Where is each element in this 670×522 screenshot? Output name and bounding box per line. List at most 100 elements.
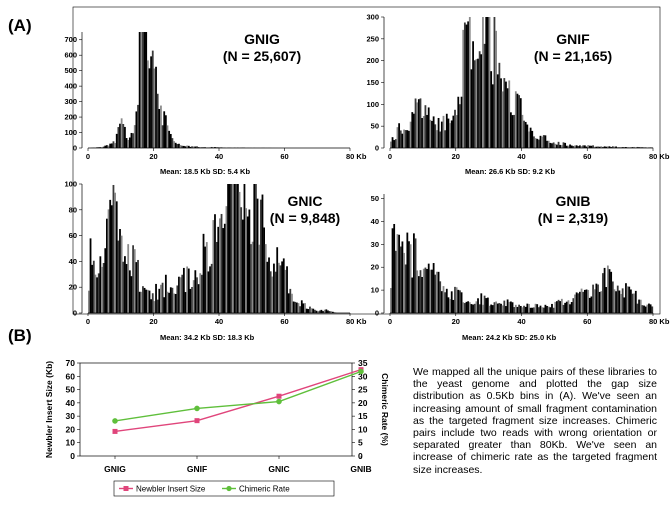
bar: [447, 297, 450, 313]
bar: [128, 137, 131, 148]
bar: [600, 291, 603, 313]
bar: [579, 291, 581, 313]
bar: [564, 302, 567, 313]
bar: [605, 287, 608, 313]
bar: [511, 302, 514, 313]
y-tick-label: 40: [69, 257, 77, 266]
bar: [101, 266, 103, 313]
bar: [552, 307, 555, 313]
y-tick-label: 20: [371, 263, 379, 272]
bar: [212, 220, 215, 313]
bar: [626, 286, 629, 313]
bar: [472, 304, 474, 313]
bar: [327, 310, 329, 313]
bar: [534, 138, 537, 148]
bar: [531, 130, 534, 148]
bar: [235, 184, 238, 313]
bar: [261, 194, 264, 313]
bar: [219, 147, 221, 148]
bar: [631, 293, 634, 313]
bar: [214, 147, 216, 148]
bar: [620, 147, 622, 148]
bar: [549, 307, 552, 313]
bar: [437, 271, 440, 313]
bar: [465, 301, 468, 313]
bar: [204, 246, 207, 313]
bar: [536, 304, 539, 313]
bar: [445, 113, 448, 148]
bar: [127, 244, 130, 313]
bar: [602, 273, 604, 313]
bar: [140, 291, 143, 313]
bar: [585, 146, 588, 148]
bar: [600, 146, 603, 148]
bar: [143, 32, 146, 148]
bar: [153, 301, 156, 313]
bar: [639, 146, 642, 148]
bar: [506, 299, 509, 313]
bar: [482, 304, 484, 313]
bar: [498, 62, 501, 148]
bar: [409, 121, 412, 148]
bar: [628, 286, 631, 313]
bar: [431, 120, 433, 148]
bar: [463, 22, 466, 148]
y-tick-label: 400: [64, 82, 77, 91]
bar: [200, 274, 203, 313]
bar: [465, 24, 468, 149]
bar: [569, 144, 571, 148]
bar: [440, 121, 443, 148]
bar: [294, 301, 297, 313]
bar: [187, 145, 190, 148]
bar: [493, 302, 496, 313]
bar: [396, 234, 399, 313]
x-tick-label: 60: [583, 152, 591, 161]
bar: [468, 17, 471, 148]
bar: [595, 283, 598, 313]
bar: [544, 304, 547, 313]
histogram-title: GNIG: [244, 31, 280, 47]
bar: [325, 309, 328, 313]
x-tick-label: 80 Kb: [346, 152, 367, 161]
x-tick-label: 40: [517, 152, 525, 161]
bar: [449, 299, 451, 313]
bar: [588, 145, 591, 148]
bar: [439, 131, 442, 148]
bar: [565, 145, 568, 148]
bar: [212, 147, 215, 148]
bar: [514, 91, 517, 148]
histogram-subtitle: (N = 9,848): [270, 210, 340, 226]
bar: [495, 301, 497, 313]
bar: [633, 293, 636, 313]
bar: [531, 307, 534, 313]
bar: [536, 138, 539, 148]
bar: [452, 115, 455, 148]
bar: [391, 137, 394, 148]
series-point: [112, 418, 118, 424]
y-tick-label: 200: [64, 113, 77, 122]
x-tick-label: 60: [280, 317, 288, 326]
y-tick-label: 0: [375, 309, 379, 318]
x-tick-label: 80 Kb: [649, 152, 670, 161]
bar: [168, 130, 171, 148]
bar: [411, 112, 414, 148]
bar: [181, 145, 184, 148]
bar: [163, 297, 166, 313]
bar: [439, 281, 442, 313]
bar: [107, 209, 110, 313]
legend: Newbler Insert Size Chimeric Rate: [113, 480, 335, 497]
y-tick-label: 40: [371, 217, 379, 226]
y-tick-label: 10: [371, 286, 379, 295]
bar: [513, 307, 516, 313]
x-tick-label: 0: [388, 152, 392, 161]
bar: [406, 130, 409, 148]
bar: [646, 304, 649, 313]
bar: [112, 141, 115, 148]
bar: [516, 93, 519, 148]
bar: [128, 270, 131, 313]
y-tick-label: 100: [64, 180, 77, 189]
right-y-tick-label: 35: [358, 358, 368, 368]
bar: [196, 277, 198, 313]
x-tick-label: 0: [86, 317, 90, 326]
bar: [168, 292, 171, 313]
